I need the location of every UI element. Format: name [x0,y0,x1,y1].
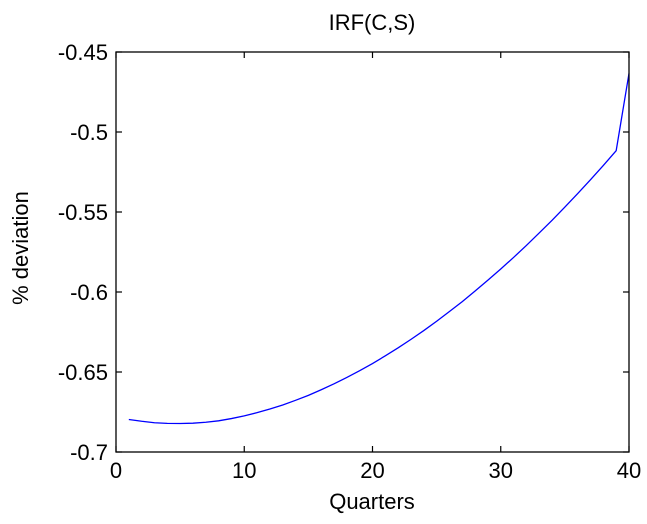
y-tick-label: -0.65 [58,360,108,385]
x-tick-label: 30 [489,458,513,483]
y-tick-label: -0.5 [70,120,108,145]
x-tick-label: 0 [110,458,122,483]
y-axis-label: % deviation [8,191,33,305]
x-tick-label: 20 [360,458,384,483]
plot-frame [115,51,630,453]
x-tick-label: 40 [617,458,641,483]
y-tick-label: -0.6 [70,280,108,305]
chart-title: IRF(C,S) [329,10,416,35]
x-tick-label: 10 [232,458,256,483]
x-axis-label: Quarters [329,489,415,514]
y-tick-label: -0.45 [58,40,108,65]
y-tick-label: -0.55 [58,200,108,225]
series-line [128,73,630,425]
ticks-layer: 0 10 20 30 40 -0.7 -0.65 -0.6 -0.55 -0.5 -0.45 [58,40,641,483]
y-tick-label: -0.7 [70,440,108,465]
